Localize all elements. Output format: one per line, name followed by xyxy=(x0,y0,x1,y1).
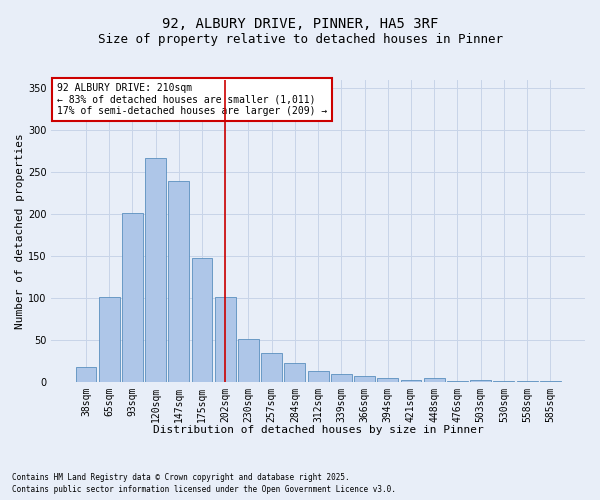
Bar xyxy=(238,340,259,382)
Bar xyxy=(261,352,282,382)
Text: Size of property relative to detached houses in Pinner: Size of property relative to detached ho… xyxy=(97,32,503,46)
Bar xyxy=(424,378,445,382)
Bar xyxy=(308,371,329,382)
Bar xyxy=(354,376,375,382)
X-axis label: Distribution of detached houses by size in Pinner: Distribution of detached houses by size … xyxy=(153,425,484,435)
Bar xyxy=(470,380,491,382)
Bar xyxy=(145,158,166,382)
Bar xyxy=(331,374,352,382)
Bar xyxy=(284,363,305,382)
Text: Contains public sector information licensed under the Open Government Licence v3: Contains public sector information licen… xyxy=(12,485,396,494)
Bar xyxy=(169,180,189,382)
Text: 92, ALBURY DRIVE, PINNER, HA5 3RF: 92, ALBURY DRIVE, PINNER, HA5 3RF xyxy=(162,18,438,32)
Bar xyxy=(401,380,421,382)
Text: 92 ALBURY DRIVE: 210sqm
← 83% of detached houses are smaller (1,011)
17% of semi: 92 ALBURY DRIVE: 210sqm ← 83% of detache… xyxy=(56,83,327,116)
Bar xyxy=(377,378,398,382)
Y-axis label: Number of detached properties: Number of detached properties xyxy=(15,133,25,329)
Bar xyxy=(215,298,236,382)
Bar xyxy=(191,258,212,382)
Bar xyxy=(99,298,119,382)
Bar xyxy=(122,214,143,382)
Bar xyxy=(76,367,97,382)
Text: Contains HM Land Registry data © Crown copyright and database right 2025.: Contains HM Land Registry data © Crown c… xyxy=(12,472,350,482)
